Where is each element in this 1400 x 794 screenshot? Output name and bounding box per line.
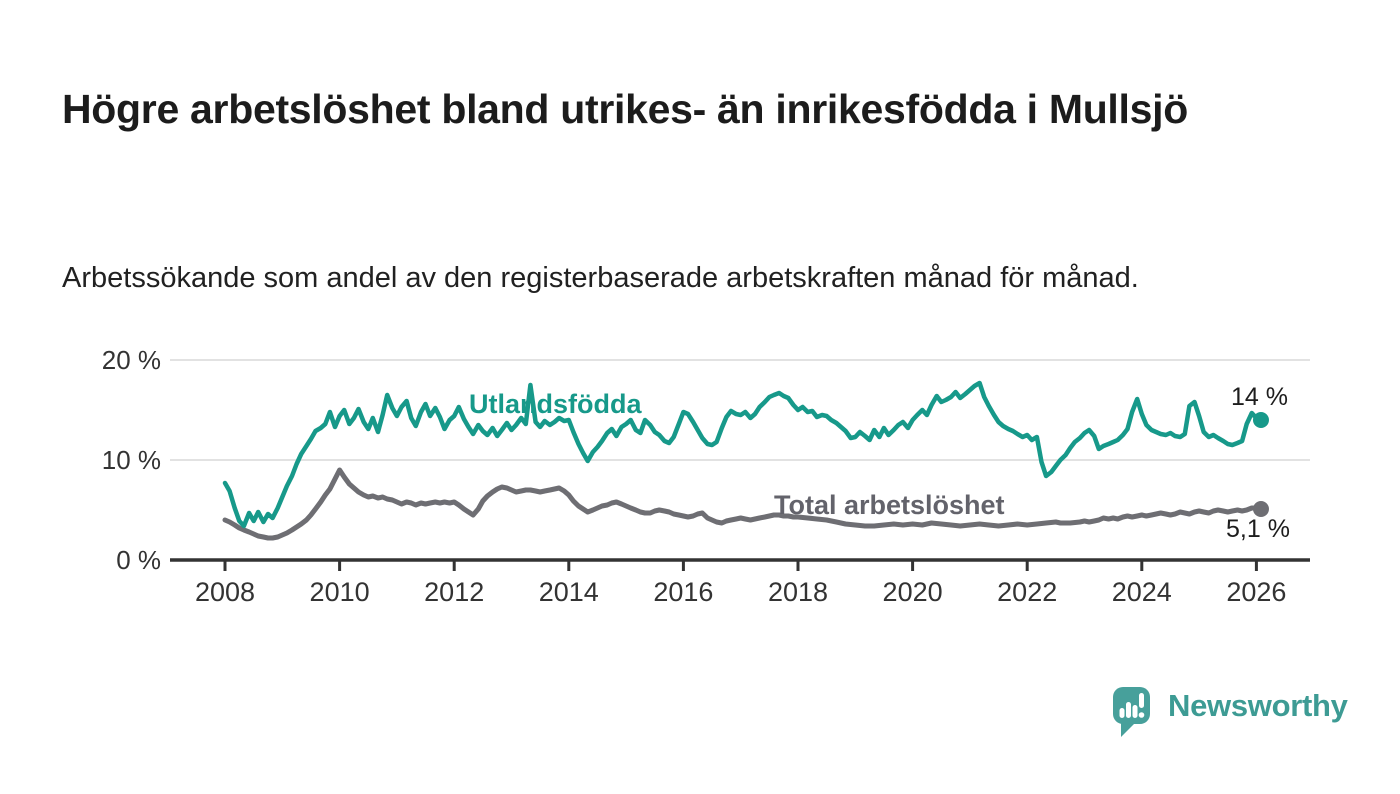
logo-bar-chart-bubble-icon — [1113, 687, 1150, 737]
page-title: Högre arbetslöshet bland utrikes- än inr… — [62, 86, 1188, 133]
x-axis: 2008 2010 2012 2014 2016 2018 2020 2022 2024 2026 — [170, 558, 1310, 607]
y-tick-label: 20 % — [102, 345, 161, 375]
series-label-utlandsfodda: Utlandsfödda — [469, 389, 642, 419]
chart-subtitle: Arbetssökande som andel av den registerb… — [62, 262, 1139, 294]
x-tick-label: 2014 — [539, 577, 599, 607]
series-end-dot-utlandsfodda — [1252, 412, 1269, 428]
x-tick-label: 2020 — [883, 577, 943, 607]
x-tick-label: 2010 — [310, 577, 370, 607]
newsworthy-logo: Newsworthy — [1112, 686, 1348, 740]
end-value-total-arbetsloshet: 5,1 % — [1226, 515, 1290, 543]
series-line-total — [222, 467, 1264, 541]
brand-name: Newsworthy — [1168, 688, 1348, 723]
series-label-total-arbetsloshet: Total arbetslöshet — [774, 490, 1005, 520]
end-value-utlandsfodda: 14 % — [1231, 383, 1288, 411]
y-tick-label: 0 % — [116, 545, 161, 575]
x-tick-label: 2016 — [653, 577, 713, 607]
y-tick-label: 10 % — [102, 445, 161, 475]
x-tick-label: 2022 — [997, 577, 1057, 607]
x-tick-label: 2008 — [195, 577, 255, 607]
series-end-dot-total — [1252, 501, 1269, 517]
gridlines: 0 % 10 % 20 % — [102, 345, 1310, 575]
series-line-utlandsfodda — [222, 380, 1264, 529]
chart-series — [222, 380, 1269, 541]
x-tick-label: 2024 — [1112, 577, 1172, 607]
x-tick-label: 2026 — [1226, 577, 1286, 607]
x-tick-label: 2018 — [768, 577, 828, 607]
x-tick-label: 2012 — [424, 577, 484, 607]
